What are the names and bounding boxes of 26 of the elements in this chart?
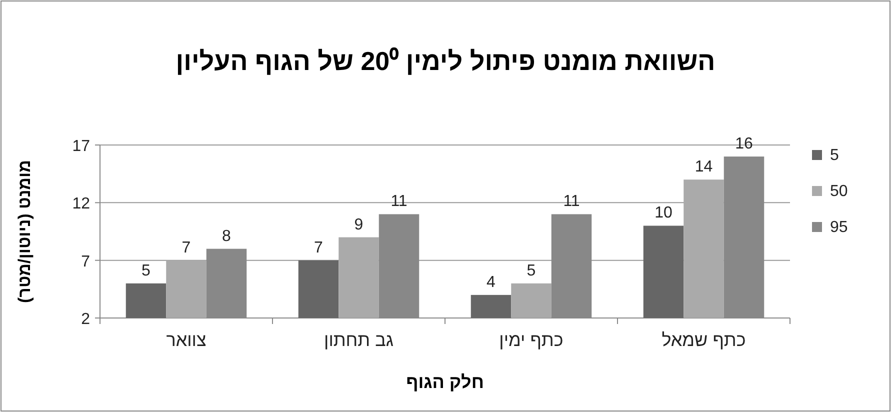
y-tick-label: 12	[72, 196, 90, 213]
y-tick-label: 17	[72, 138, 90, 155]
data-label: 5	[526, 262, 536, 280]
data-label: 16	[735, 136, 753, 153]
data-label: 5	[142, 262, 151, 280]
data-label: 14	[694, 158, 713, 176]
data-label: 8	[222, 228, 232, 245]
data-label: 9	[354, 216, 364, 234]
data-label: 7	[314, 239, 324, 256]
legend-label: 50	[830, 183, 848, 200]
legend-label: 95	[830, 219, 848, 236]
legend-label: 5	[830, 147, 839, 164]
y-tick-label: 2	[81, 311, 90, 328]
data-label: 10	[654, 204, 672, 222]
y-tick-label: 7	[81, 253, 90, 270]
x-tick-label: כתף ימין	[499, 330, 564, 350]
data-label: 11	[563, 193, 580, 210]
data-label: 4	[486, 274, 496, 291]
x-tick-label: גב תחתון	[324, 330, 394, 350]
chart-title: השוואת מומנט פיתול לימין 20⁰ של הגוף העליון	[176, 46, 716, 76]
x-axis-title: חלק הגוף	[406, 372, 484, 392]
data-label: 11	[390, 193, 408, 210]
x-tick-label: צוואר	[166, 330, 206, 350]
data-label: 7	[182, 239, 191, 256]
x-tick-label: כתף שמאל	[662, 330, 746, 350]
y-axis-title: מומנט (ניוטון/מטר)	[15, 160, 34, 303]
